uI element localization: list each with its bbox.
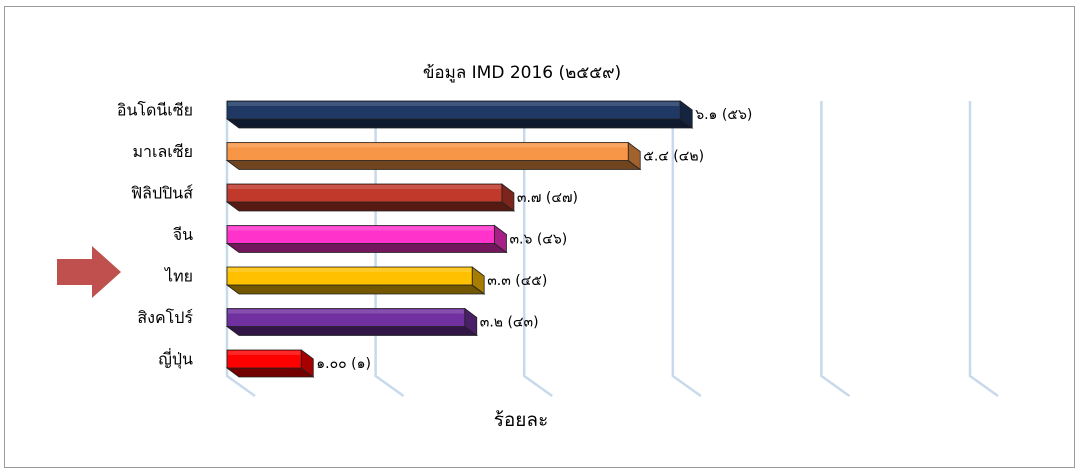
- bars: [225, 100, 694, 378]
- highlight-arrow-icon: [57, 246, 121, 298]
- category-label: ไทย: [163, 267, 193, 286]
- bar-4: [225, 224, 508, 254]
- data-labels: ๖.๑ (๕๖) ๕.๔ (๔๒) ๓.๗ (๔๗) ๓.๖ (๔๖) ๓.๓ (๔๕)…: [316, 107, 752, 372]
- category-labels: อินโดนีเซียมาเลเซียฟิลิปปินส์จีนไทยสิงคโ…: [117, 101, 194, 370]
- category-label: ญี่ปุ่น: [158, 348, 193, 370]
- gridline: [820, 101, 851, 398]
- category-label: สิงคโปร์: [137, 308, 193, 327]
- bar-6: [225, 307, 478, 337]
- bar-7: [225, 349, 315, 378]
- category-label: มาเลเซีย: [132, 142, 193, 161]
- category-label: อินโดนีเซีย: [117, 101, 193, 120]
- category-label: ฟิลิปปินส์: [131, 184, 193, 203]
- gridline: [522, 101, 553, 398]
- x-axis-title: ร้อยละ: [494, 409, 549, 431]
- data-label: ๑.๐๐ (๑): [316, 356, 371, 372]
- bar-2: [225, 141, 642, 171]
- data-label: ๕.๔ (๔๒): [643, 149, 704, 165]
- bar-1: [225, 100, 694, 129]
- chart-title: ข้อมูล IMD 2016 (๒๕๕๙): [423, 63, 621, 83]
- bar-5: [225, 266, 486, 295]
- gridline: [968, 101, 999, 398]
- data-label: ๓.๗ (๔๗): [517, 190, 578, 206]
- data-label: ๓.๓ (๔๕): [487, 273, 547, 289]
- chart-frame: [4, 6, 1075, 468]
- gridline: [671, 101, 702, 398]
- data-label: ๓.๒ (๔๓): [480, 315, 539, 331]
- data-label: ๖.๑ (๕๖): [695, 107, 752, 123]
- data-label: ๓.๖ (๔๖): [509, 232, 567, 248]
- category-label: จีน: [173, 225, 193, 244]
- bar-3: [225, 183, 516, 212]
